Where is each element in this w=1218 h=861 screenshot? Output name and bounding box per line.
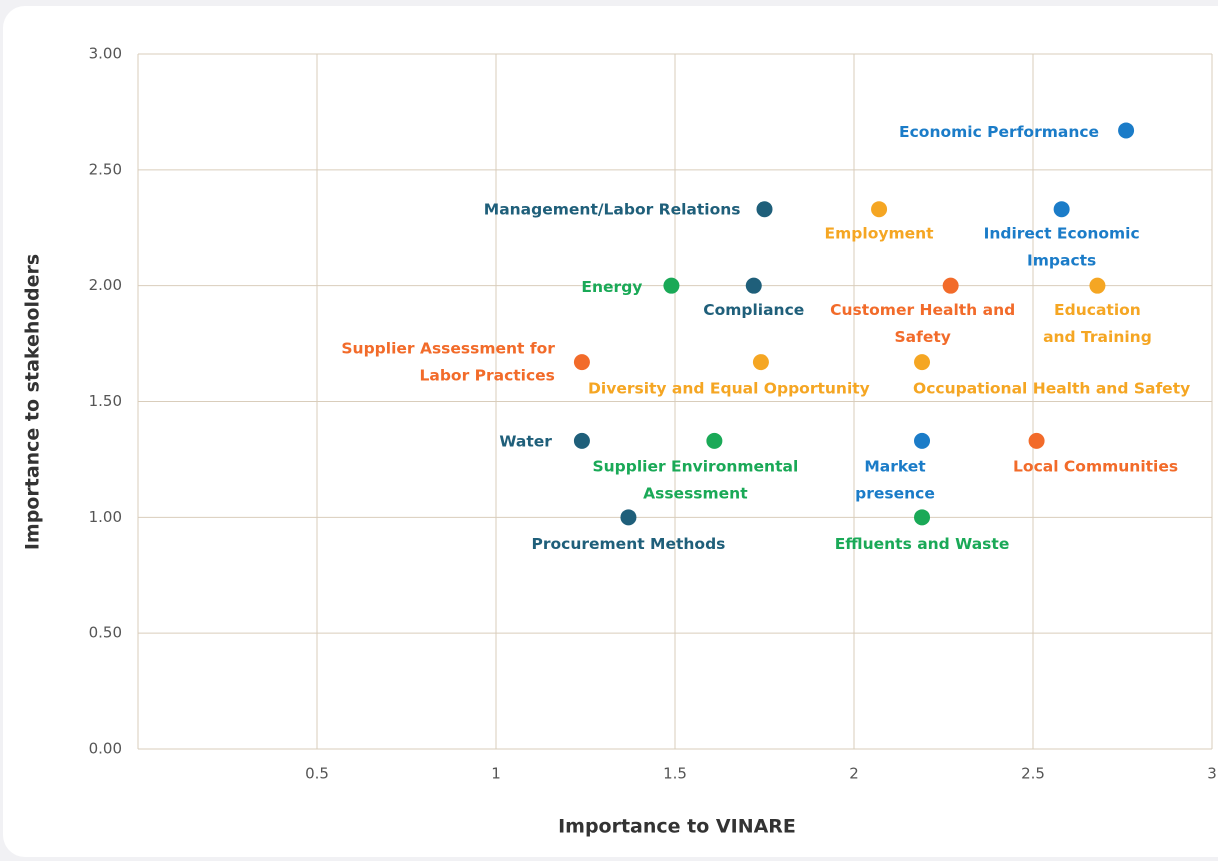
point [620, 509, 637, 526]
point [663, 277, 680, 294]
point-label: Diversity and Equal Opportunity [588, 380, 870, 398]
point-label: Supplier Assessment for [341, 340, 555, 358]
point [914, 354, 931, 371]
y-axis-title: Importance to stakeholders [22, 254, 44, 550]
point-label: Supplier Environmental [592, 457, 798, 475]
point [942, 277, 959, 294]
x-axis-title: Importance to VINARE [558, 816, 796, 838]
y-tick-label: 1.00 [89, 508, 122, 526]
y-tick-label: 3.00 [89, 45, 122, 63]
point-label: Safety [894, 328, 950, 346]
card [3, 6, 1218, 857]
point [745, 277, 762, 294]
y-tick-label: 0.50 [89, 624, 122, 642]
point [1053, 201, 1070, 218]
point [573, 354, 590, 371]
point-label: and Training [1043, 328, 1152, 346]
x-tick-label: 2 [849, 765, 859, 783]
y-tick-label: 2.50 [89, 160, 122, 178]
x-tick-label: 1.5 [663, 765, 687, 783]
point-label: Market [864, 457, 926, 475]
x-tick-label: 2.5 [1021, 765, 1045, 783]
point-label: Effluents and Waste [835, 535, 1010, 553]
point-label: Management/Labor Relations [484, 201, 741, 219]
point-label: Compliance [703, 301, 804, 319]
point [914, 509, 931, 526]
point-label: Education [1054, 301, 1141, 319]
y-tick-label: 0.00 [89, 740, 122, 758]
point-label: Employment [825, 225, 935, 243]
point [871, 201, 888, 218]
point-label: presence [855, 484, 935, 502]
point-label: Indirect Economic [984, 225, 1140, 243]
point [752, 354, 769, 371]
point [1118, 122, 1135, 139]
point-label: Occupational Health and Safety [913, 380, 1190, 398]
x-tick-label: 3 [1207, 765, 1217, 783]
point [1028, 432, 1045, 449]
x-tick-label: 1 [491, 765, 501, 783]
y-tick-label: 2.00 [89, 276, 122, 294]
point-label: Economic Performance [899, 123, 1099, 141]
point-label: Assessment [643, 484, 748, 502]
point-label: Procurement Methods [532, 535, 726, 553]
point-label: Energy [581, 278, 642, 296]
point [1089, 277, 1106, 294]
point-label: Customer Health and [830, 301, 1015, 319]
point-label: Labor Practices [419, 367, 554, 385]
x-tick-label: 0.5 [305, 765, 329, 783]
point [756, 201, 773, 218]
point-label: Local Communities [1013, 457, 1178, 475]
point [706, 432, 723, 449]
point [573, 432, 590, 449]
point-label: Water [499, 432, 552, 450]
point-label: Impacts [1027, 252, 1096, 270]
y-tick-label: 1.50 [89, 392, 122, 410]
point [914, 432, 931, 449]
